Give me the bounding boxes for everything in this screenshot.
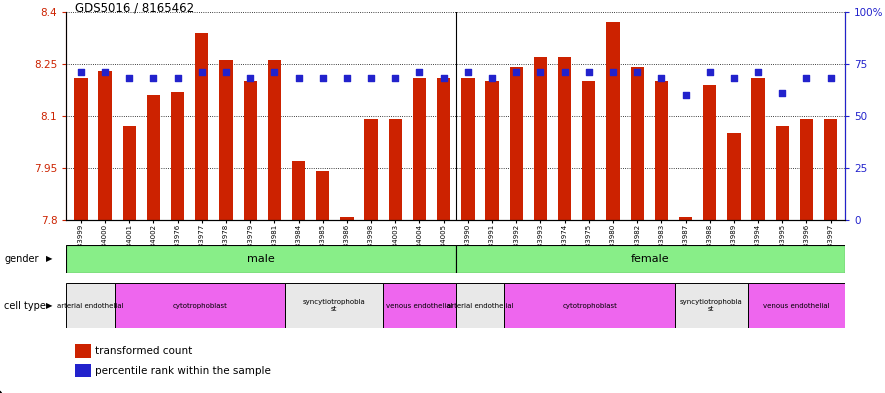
Text: ▶: ▶ xyxy=(46,301,52,310)
Bar xyxy=(727,133,741,220)
Point xyxy=(219,69,233,75)
Point xyxy=(799,75,813,82)
Text: male: male xyxy=(247,254,275,264)
Bar xyxy=(74,78,88,220)
Text: arterial endothelial: arterial endothelial xyxy=(58,303,124,309)
Text: syncytiotrophobla
st: syncytiotrophobla st xyxy=(303,299,366,312)
Point xyxy=(267,69,281,75)
Point xyxy=(654,75,668,82)
Bar xyxy=(679,217,692,220)
Bar xyxy=(675,283,748,328)
Bar xyxy=(748,283,845,328)
Bar xyxy=(456,283,504,328)
Point xyxy=(558,69,572,75)
Point xyxy=(436,75,450,82)
Text: venous endothelial: venous endothelial xyxy=(763,303,830,309)
Bar xyxy=(341,217,354,220)
Text: transformed count: transformed count xyxy=(95,346,192,356)
Point xyxy=(146,75,160,82)
Bar xyxy=(800,119,813,220)
Text: female: female xyxy=(631,254,670,264)
Bar xyxy=(286,283,383,328)
Point xyxy=(340,75,354,82)
Point xyxy=(73,69,88,75)
Bar xyxy=(196,33,209,220)
Bar xyxy=(123,126,136,220)
Point xyxy=(630,69,644,75)
Bar xyxy=(389,119,402,220)
Bar xyxy=(66,283,115,328)
Point xyxy=(291,75,305,82)
Point xyxy=(751,69,766,75)
Point xyxy=(364,75,378,82)
Point xyxy=(509,69,523,75)
Bar xyxy=(703,84,716,220)
Point xyxy=(727,75,741,82)
Point xyxy=(122,75,136,82)
Bar xyxy=(147,95,160,220)
Bar xyxy=(115,283,285,328)
Bar xyxy=(66,245,456,273)
Point xyxy=(461,69,475,75)
Point xyxy=(485,75,499,82)
Bar xyxy=(219,61,233,220)
Point xyxy=(412,69,427,75)
Point xyxy=(534,69,548,75)
Point xyxy=(775,90,789,96)
Point xyxy=(606,69,620,75)
Point xyxy=(316,75,330,82)
Text: arterial endothelial: arterial endothelial xyxy=(447,303,513,309)
Bar xyxy=(437,78,450,220)
Text: cytotrophoblast: cytotrophoblast xyxy=(173,303,227,309)
Bar xyxy=(98,71,112,220)
Bar xyxy=(382,283,456,328)
Bar xyxy=(243,81,257,220)
Bar xyxy=(292,161,305,220)
Point xyxy=(98,69,112,75)
Point xyxy=(581,69,596,75)
Point xyxy=(389,75,403,82)
Bar xyxy=(751,78,765,220)
Text: percentile rank within the sample: percentile rank within the sample xyxy=(95,365,271,376)
Point xyxy=(195,69,209,75)
Bar xyxy=(655,81,668,220)
Text: ▶: ▶ xyxy=(46,255,52,263)
Point xyxy=(679,92,693,98)
Text: gender: gender xyxy=(4,254,39,264)
Bar xyxy=(824,119,837,220)
Point xyxy=(703,69,717,75)
Bar xyxy=(456,245,845,273)
Bar xyxy=(534,57,547,220)
Bar xyxy=(268,61,281,220)
Point xyxy=(243,75,258,82)
Bar xyxy=(504,283,675,328)
Bar xyxy=(606,22,619,220)
Bar xyxy=(171,92,184,220)
Bar xyxy=(365,119,378,220)
Text: venous endothelial: venous endothelial xyxy=(386,303,452,309)
Point xyxy=(171,75,185,82)
Bar xyxy=(630,67,643,220)
Text: GDS5016 / 8165462: GDS5016 / 8165462 xyxy=(75,2,195,15)
Bar xyxy=(485,81,499,220)
Bar xyxy=(558,57,571,220)
Bar xyxy=(510,67,523,220)
Bar xyxy=(412,78,427,220)
Text: cytotrophoblast: cytotrophoblast xyxy=(562,303,617,309)
Bar xyxy=(775,126,789,220)
Bar xyxy=(461,78,474,220)
Text: syncytiotrophobla
st: syncytiotrophobla st xyxy=(680,299,743,312)
Bar xyxy=(582,81,596,220)
Point xyxy=(824,75,838,82)
Text: cell type: cell type xyxy=(4,301,46,310)
Bar xyxy=(316,171,329,220)
